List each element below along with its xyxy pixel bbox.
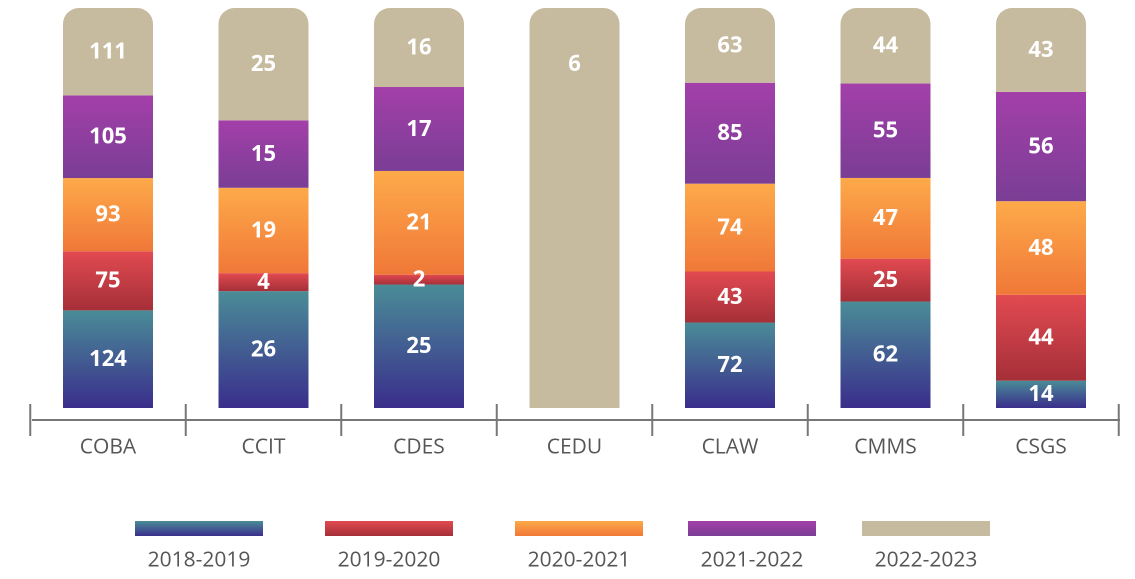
x-tick-label: CEDU — [547, 433, 602, 461]
x-tick-label: CDES — [393, 433, 445, 461]
bar-stack — [63, 8, 153, 408]
value-label: 74 — [717, 211, 743, 241]
legend-swatch — [688, 521, 816, 536]
bar-segment — [63, 251, 153, 311]
bar-segment — [996, 8, 1086, 92]
value-label: 105 — [89, 121, 127, 151]
value-label: 47 — [873, 202, 898, 232]
bar-stack — [218, 8, 309, 408]
bar-segment — [374, 284, 464, 408]
bar-segment — [529, 8, 620, 408]
bar-stack — [374, 8, 464, 408]
legend-swatch — [862, 521, 990, 536]
bar-segment — [840, 301, 931, 408]
bar-segment — [840, 8, 931, 84]
value-label: 15 — [251, 138, 276, 168]
value-label: 72 — [717, 349, 742, 379]
legend-swatch — [515, 521, 643, 536]
legend-swatch — [325, 521, 453, 536]
bar-segment — [374, 274, 464, 285]
value-label: 4 — [257, 266, 270, 296]
legend-label: 2018-2019 — [148, 546, 251, 574]
bar-segment — [685, 183, 775, 272]
value-label: 75 — [95, 265, 120, 295]
value-label: 26 — [251, 333, 276, 363]
bar-segment — [840, 258, 931, 302]
bar-segment — [218, 8, 309, 121]
x-tick-label: CSGS — [1015, 433, 1067, 461]
x-tick-label: COBA — [80, 433, 137, 461]
value-label: 44 — [1028, 322, 1054, 352]
bar-stack — [840, 8, 931, 408]
bar-segment — [840, 177, 931, 259]
bar-segment — [996, 380, 1086, 408]
legend-label: 2022-2023 — [875, 546, 978, 574]
value-label: 55 — [873, 115, 898, 145]
bar-segment — [63, 8, 153, 96]
bar-segment — [685, 322, 775, 408]
value-label: 25 — [873, 264, 898, 294]
bar-segment — [685, 8, 775, 83]
bar-segment — [63, 178, 153, 252]
value-label: 16 — [406, 31, 431, 61]
bar-segment — [218, 120, 309, 188]
bar-segment — [996, 201, 1086, 295]
value-label: 2 — [413, 263, 426, 293]
bar-segment — [218, 273, 309, 292]
value-label: 43 — [1028, 34, 1053, 64]
bar-segment — [374, 170, 464, 275]
value-label: 124 — [89, 343, 127, 373]
value-label: 25 — [406, 330, 431, 360]
legend-swatch — [135, 521, 263, 536]
value-label: 93 — [95, 199, 120, 229]
value-label: 25 — [251, 48, 276, 78]
legend-label: 2021-2022 — [701, 546, 804, 574]
legend-label: 2019-2020 — [338, 546, 441, 574]
bar-stack — [685, 8, 775, 408]
bar-segment — [63, 310, 153, 408]
bar-segment — [218, 291, 309, 408]
value-label: 62 — [873, 339, 898, 369]
value-label: 14 — [1028, 378, 1054, 408]
bar-segment — [63, 95, 153, 179]
value-label: 19 — [251, 214, 276, 244]
value-label: 21 — [406, 207, 431, 237]
value-label: 43 — [717, 281, 742, 311]
value-label: 48 — [1028, 232, 1053, 262]
bar-segment — [218, 187, 309, 274]
value-label: 56 — [1028, 130, 1053, 160]
value-label: 17 — [406, 113, 431, 143]
x-tick-label: CLAW — [702, 433, 759, 461]
value-label: 85 — [717, 117, 742, 147]
x-tick-label: CMMS — [854, 433, 917, 461]
value-label: 63 — [717, 29, 742, 59]
bar-segment — [996, 294, 1086, 381]
value-label: 44 — [873, 30, 899, 60]
bar-stack — [996, 8, 1086, 408]
bar-segment — [996, 91, 1086, 202]
value-label: 111 — [89, 36, 127, 66]
bar-stack — [529, 8, 620, 408]
bar-segment — [685, 82, 775, 184]
bar-segment — [374, 8, 464, 88]
bar-segment — [685, 271, 775, 323]
bar-segment — [374, 87, 464, 171]
legend-label: 2020-2021 — [528, 546, 631, 574]
value-label: 6 — [568, 48, 581, 78]
bar-segment — [840, 83, 931, 178]
x-tick-label: CCIT — [242, 433, 286, 461]
